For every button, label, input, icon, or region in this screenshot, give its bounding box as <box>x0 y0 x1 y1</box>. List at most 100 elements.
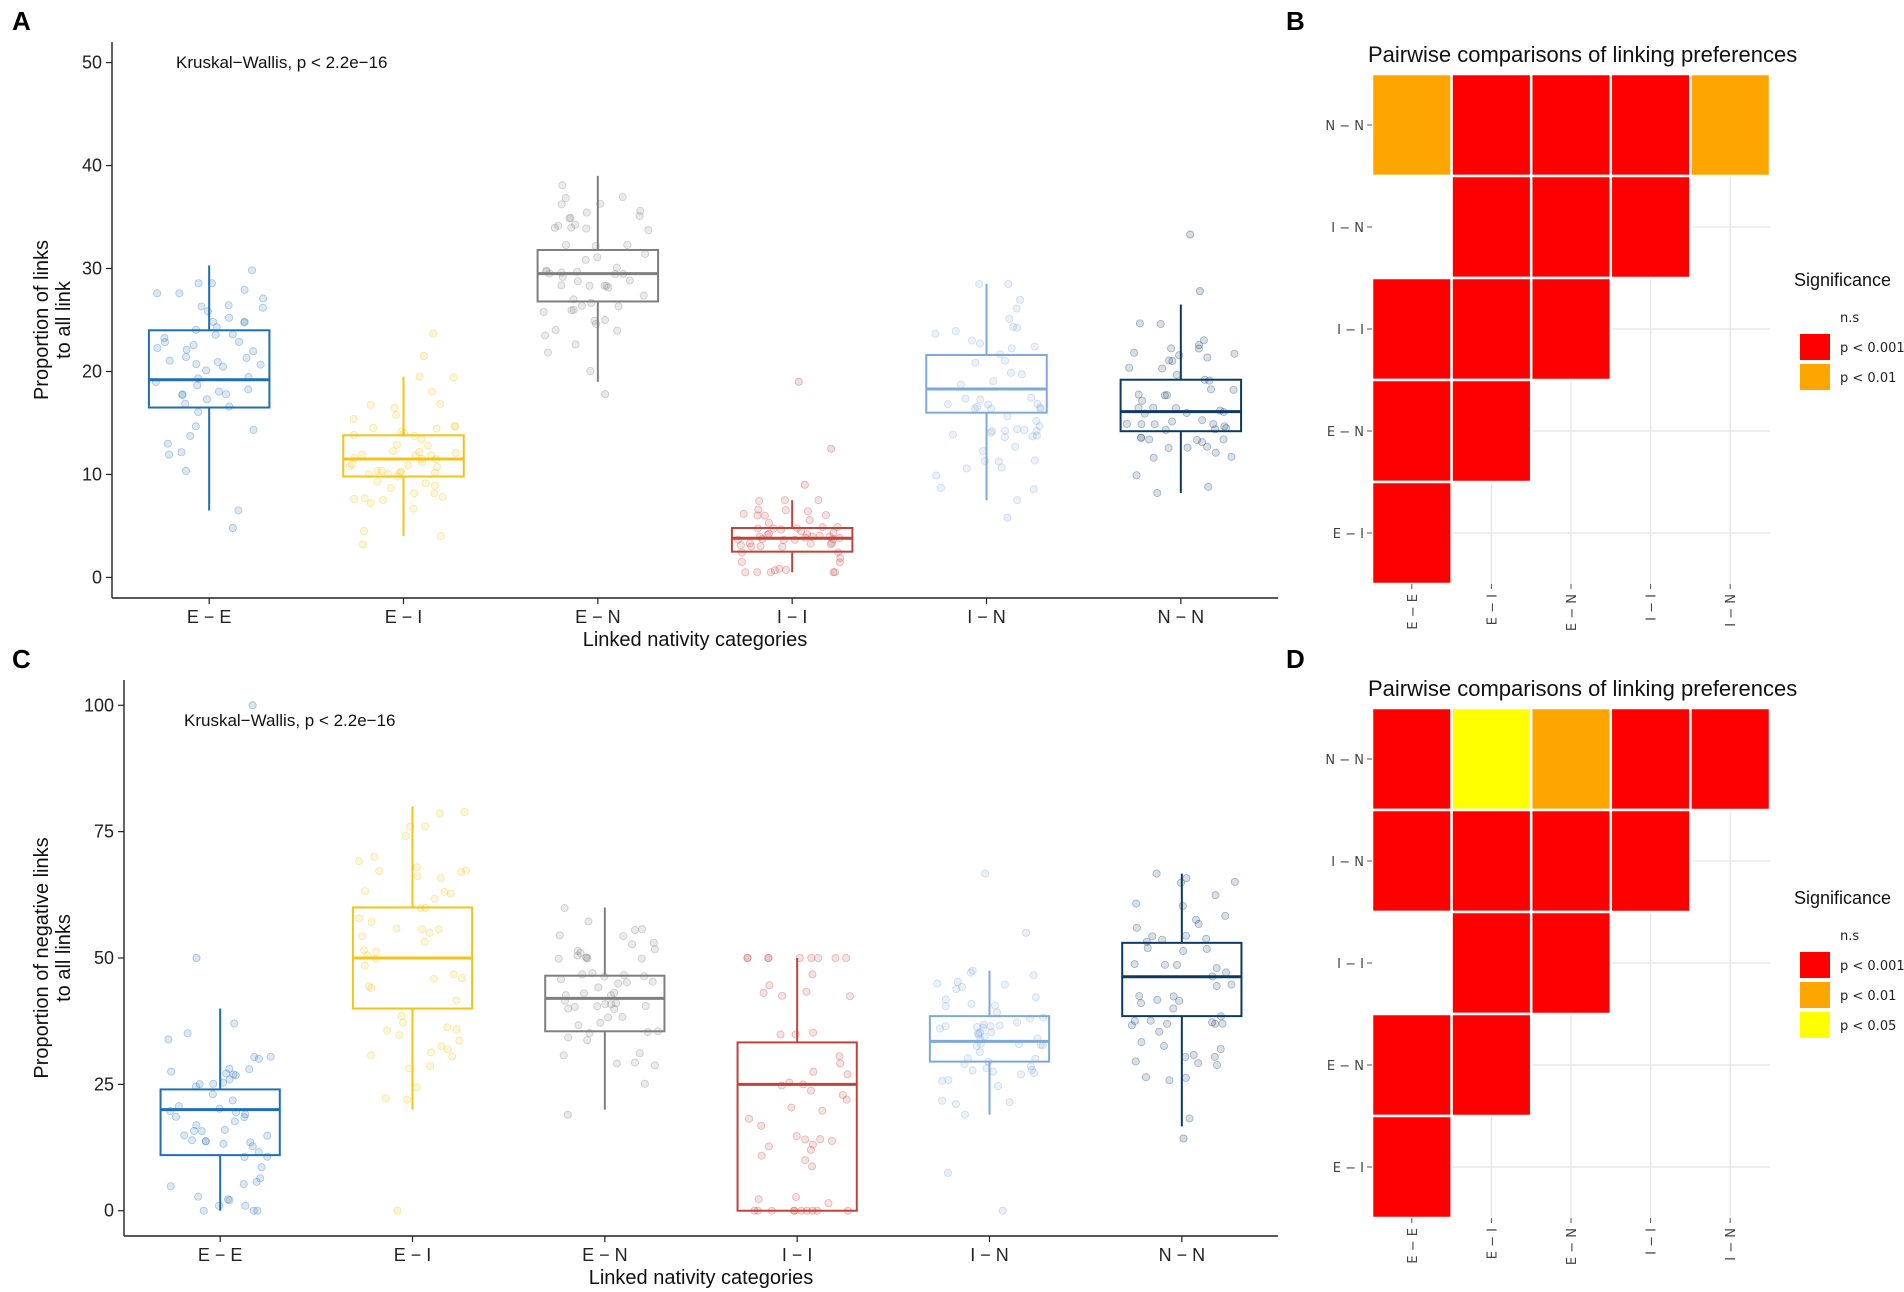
data-point <box>435 809 444 818</box>
data-point <box>1189 1050 1198 1059</box>
data-point <box>1152 869 1161 878</box>
heatmap-cell-1-0 <box>1370 174 1453 280</box>
data-point <box>1158 364 1167 373</box>
data-point <box>366 499 375 508</box>
data-point <box>583 954 592 963</box>
data-point <box>1202 934 1211 943</box>
data-point <box>1204 482 1213 491</box>
data-point <box>566 213 575 222</box>
data-point <box>1229 385 1238 394</box>
data-point <box>399 1018 408 1027</box>
data-point <box>622 978 631 987</box>
data-point <box>1161 425 1170 434</box>
data-point <box>956 380 965 389</box>
data-point <box>650 1061 659 1070</box>
x-tick-label: E − I <box>394 1245 432 1265</box>
data-point <box>951 327 960 336</box>
data-point <box>258 303 267 312</box>
data-point <box>1198 438 1207 447</box>
data-point <box>736 541 745 550</box>
data-point <box>975 279 984 288</box>
data-point <box>1221 911 1230 920</box>
data-point <box>225 402 234 411</box>
data-point <box>989 377 998 386</box>
data-point <box>373 467 382 476</box>
data-point <box>181 399 190 408</box>
data-point <box>994 1081 1003 1090</box>
data-point <box>254 1054 263 1063</box>
data-point <box>821 511 830 520</box>
data-point <box>776 1030 785 1039</box>
data-point <box>367 983 376 992</box>
data-point <box>1182 874 1191 883</box>
data-point <box>974 1030 983 1039</box>
data-point <box>757 1121 766 1130</box>
data-point <box>1230 349 1239 358</box>
data-point <box>249 1206 258 1215</box>
data-point <box>1030 1068 1039 1077</box>
data-point <box>1181 1073 1190 1082</box>
outlier-point <box>563 1110 572 1119</box>
x-tick-label: I − I <box>782 1245 813 1265</box>
data-point <box>541 331 550 340</box>
data-point <box>775 564 784 573</box>
heatmap-cell-2-2 <box>1529 910 1613 1016</box>
data-point <box>1130 960 1139 969</box>
data-point <box>355 857 364 866</box>
data-point <box>404 460 413 469</box>
data-point <box>1137 420 1146 429</box>
data-point <box>778 991 787 1000</box>
data-point <box>178 390 187 399</box>
y-axis-title-line: to all link <box>53 280 75 359</box>
data-point <box>1135 992 1144 1001</box>
data-point <box>989 1067 998 1076</box>
data-point <box>826 540 835 549</box>
heatmap-cell-2-2 <box>1529 276 1613 382</box>
legend-swatch <box>1800 922 1830 948</box>
data-point <box>1199 336 1208 345</box>
data-point <box>764 1142 773 1151</box>
y-tick-label: E − I <box>1333 527 1364 542</box>
heatmap-cell-3-0 <box>1370 378 1453 484</box>
data-point <box>1203 442 1212 451</box>
data-point <box>452 996 461 1005</box>
data-point <box>1032 417 1041 426</box>
data-point <box>587 298 596 307</box>
data-point <box>952 985 961 994</box>
heatmap-cell-1-2 <box>1529 174 1613 280</box>
data-point <box>574 1021 583 1030</box>
y-tick-label: N − N <box>1325 753 1364 768</box>
data-point <box>1001 426 1010 435</box>
outlier-point <box>601 390 610 399</box>
data-point <box>197 302 206 311</box>
data-point <box>932 471 941 480</box>
legend-swatch <box>1800 982 1830 1008</box>
boxplot-panel-a: 0 10 20 30 40 50 E − E E − I E − N I − I I − N N − … <box>31 42 1278 651</box>
data-point <box>987 404 996 413</box>
data-point <box>1203 353 1212 362</box>
data-point <box>186 431 195 440</box>
data-point <box>1030 342 1039 351</box>
y-tick-label: E − N <box>1327 425 1364 440</box>
data-point <box>1150 420 1159 429</box>
data-point <box>1172 961 1181 970</box>
data-point <box>571 340 580 349</box>
x-tick-label: I − N <box>1724 594 1739 627</box>
data-point <box>760 511 769 520</box>
data-point <box>968 966 977 975</box>
data-point <box>803 507 812 516</box>
data-point <box>460 808 469 817</box>
data-point <box>801 1135 810 1144</box>
data-point <box>1160 960 1169 969</box>
y-tick-label: 0 <box>92 567 102 587</box>
data-point <box>764 954 773 963</box>
data-point <box>583 1036 592 1045</box>
data-point <box>427 1048 436 1057</box>
data-point <box>403 1095 412 1104</box>
data-point <box>443 1023 452 1032</box>
data-point <box>803 530 812 539</box>
data-point <box>948 430 957 439</box>
data-point <box>801 1156 810 1165</box>
data-point <box>1007 344 1016 353</box>
data-point <box>551 326 560 335</box>
